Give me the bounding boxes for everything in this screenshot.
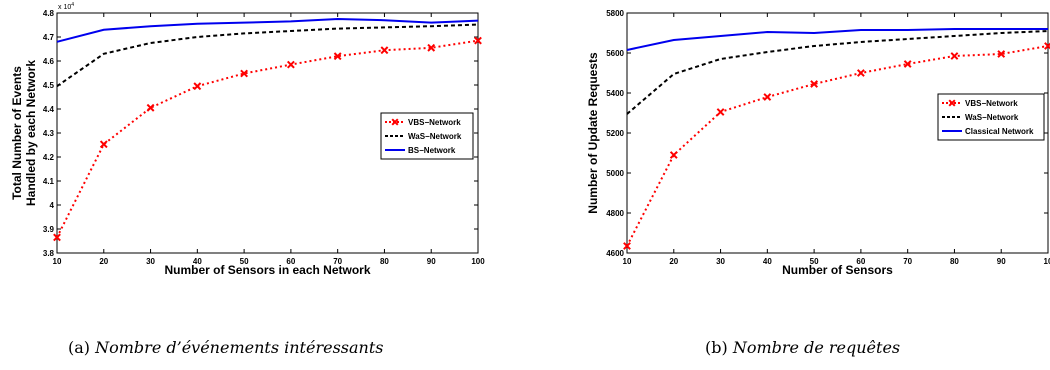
legend-label: VBS−Network: [408, 118, 461, 127]
series-marker: [380, 46, 389, 55]
series-line: [56, 23, 479, 88]
series-marker: [997, 50, 1006, 58]
y-tick-label: 5400: [606, 89, 624, 98]
series-marker: [669, 151, 678, 159]
x-tick-label: 60: [856, 257, 865, 266]
series-0: [623, 42, 1050, 250]
x-tick-label: 60: [286, 257, 295, 266]
series-marker: [716, 108, 725, 116]
x-tick-label: 10: [1044, 257, 1050, 266]
series-marker: [856, 69, 865, 77]
y-tick-label: 3.9: [43, 225, 55, 234]
series-marker: [99, 140, 108, 149]
x-axis-label: Number of Sensors: [782, 263, 893, 277]
series-marker: [474, 36, 482, 45]
x-tick-label: 100: [471, 257, 485, 266]
y-tick-label: 4.6: [43, 57, 55, 66]
x-tick-label: 40: [763, 257, 772, 266]
series-marker: [333, 52, 342, 61]
series-1: [626, 30, 1049, 115]
axis-exponent: x 104: [58, 2, 74, 11]
y-tick-label: 4800: [606, 209, 624, 218]
x-tick-label: 80: [380, 257, 389, 266]
x-tick-label: 20: [99, 257, 108, 266]
y-tick-label: 5000: [606, 169, 624, 178]
x-tick-label: 90: [427, 257, 436, 266]
series-marker: [763, 93, 772, 101]
series-marker: [53, 233, 61, 242]
series-marker: [427, 43, 436, 52]
y-tick-label: 4.1: [43, 177, 55, 186]
y-tick-label: 3.8: [43, 249, 55, 258]
series-marker: [810, 80, 819, 88]
x-tick-label: 90: [997, 257, 1006, 266]
y-tick-label: 5800: [606, 9, 624, 18]
y-axis-label: Handled by each Network: [24, 60, 38, 206]
series-line: [626, 30, 1049, 115]
legend-label: VBS−Network: [965, 99, 1018, 108]
series-marker: [950, 52, 959, 60]
chart-b: 1020304050607080901046004800500052005400…: [586, 9, 1050, 277]
legend-box: [937, 93, 1045, 141]
y-tick-label: 4600: [606, 249, 624, 258]
series-line: [626, 28, 1048, 51]
series-2: [56, 17, 479, 43]
series-marker: [623, 242, 631, 250]
axis-exponent-power: 4: [71, 2, 74, 8]
legend: VBS−Network WaS−Network BS−Network: [380, 112, 474, 160]
y-tick-label: 4: [50, 201, 55, 210]
y-tick-label: 4.3: [43, 129, 55, 138]
legend-marker: [391, 118, 399, 126]
x-tick-label: 30: [716, 257, 725, 266]
legend-label: Classical Network: [965, 127, 1034, 136]
series-marker: [240, 69, 249, 78]
legend: VBS−Network WaS−Network Classical Network: [937, 93, 1045, 141]
chart-a: 10 20 30 40 50 60 70 80 90 100 3.8 3.9 4 4.1 4.2 4.3 4.4…: [10, 2, 485, 277]
x-tick-label: 40: [193, 257, 202, 266]
y-tick-label: 4.8: [43, 9, 55, 18]
x-tick-label: 10: [623, 257, 632, 266]
legend-marker: [948, 99, 956, 107]
y-axis-label: Number of Update Requests: [586, 52, 600, 214]
series-marker: [193, 82, 202, 91]
series-line: [626, 45, 1049, 247]
series-marker: [146, 103, 155, 112]
series-line: [56, 17, 479, 43]
x-tick-label: 50: [240, 257, 249, 266]
x-tick-label: 30: [146, 257, 155, 266]
legend-label: WaS−Network: [965, 113, 1019, 122]
legend-label: WaS−Network: [408, 132, 462, 141]
x-tick-label: 80: [950, 257, 959, 266]
series-marker: [903, 60, 912, 68]
y-axis-label: Total Number of Events: [10, 66, 24, 200]
y-tick-label: 5600: [606, 49, 624, 58]
x-tick-label: 70: [333, 257, 342, 266]
x-axis-label: Number of Sensors in each Network: [164, 263, 370, 277]
x-tick-label: 20: [669, 257, 678, 266]
y-tick-label: 4.7: [43, 33, 55, 42]
caption-a-label: (a): [68, 338, 91, 357]
y-tick-label: 4.5: [43, 81, 55, 90]
x-tick-label: 10: [53, 257, 62, 266]
y-tick-label: 5200: [606, 129, 624, 138]
caption-b-text: Nombre de requêtes: [732, 338, 901, 357]
caption-b-label: (b): [705, 338, 728, 357]
legend-label: BS−Network: [408, 146, 456, 155]
series-2: [626, 28, 1048, 51]
series-0: [53, 36, 482, 242]
series-1: [56, 23, 479, 88]
caption-a: (a) Nombre d’événements intéressants: [68, 338, 383, 357]
caption-b: (b) Nombre de requêtes: [705, 338, 900, 357]
y-tick-label: 4.4: [43, 105, 55, 114]
series-marker: [1044, 42, 1050, 50]
y-tick-label: 4.2: [43, 153, 55, 162]
x-tick-label: 50: [810, 257, 819, 266]
x-tick-label: 70: [903, 257, 912, 266]
caption-a-text: Nombre d’événements intéressants: [95, 338, 384, 357]
series-marker: [286, 60, 295, 69]
